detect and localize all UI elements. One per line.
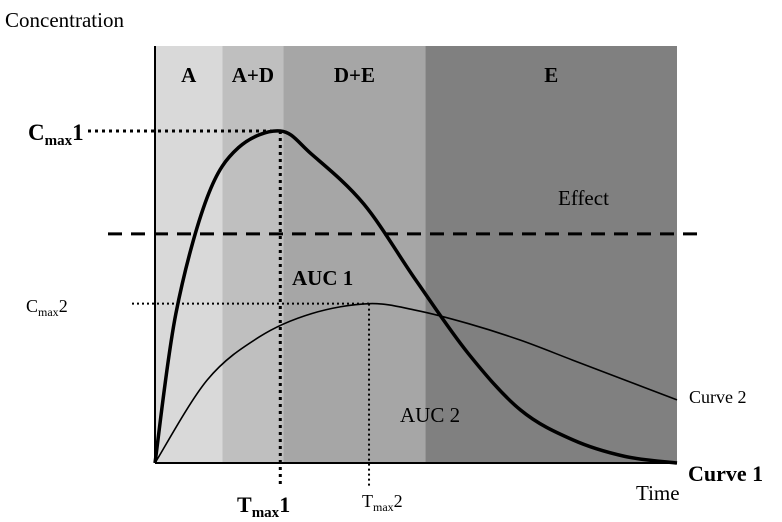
cmax1-label: Cmax1 [28, 120, 84, 149]
phase-bands: A A+D D+E E [155, 46, 677, 463]
auc2-label: AUC 2 [400, 403, 460, 427]
curve-2-line [154, 302, 678, 464]
curves [153, 129, 678, 465]
tmax2-label: Tmax2 [362, 491, 403, 514]
y-axis-label: Concentration [5, 8, 124, 32]
curve2-label: Curve 2 [689, 387, 747, 407]
cmax2-label: Cmax2 [26, 296, 68, 319]
curve1-label: Curve 1 [688, 461, 763, 486]
phase-label-1: A+D [232, 63, 274, 87]
guide-lines [88, 129, 371, 488]
phase-band-2 [283, 46, 426, 463]
effect-label: Effect [558, 186, 609, 210]
phase-band-1 [222, 46, 284, 463]
phase-band-3 [425, 46, 677, 463]
curve-1-line [153, 129, 678, 465]
phase-label-2: D+E [334, 63, 375, 87]
axes [154, 46, 677, 464]
labels: Concentration Time Effect AUC 1 AUC 2 Cu… [5, 8, 763, 521]
tmax1-label: Tmax1 [237, 492, 290, 521]
x-axis-label: Time [636, 481, 680, 505]
phase-label-0: A [181, 63, 197, 87]
auc1-label: AUC 1 [292, 266, 353, 290]
phase-label-3: E [544, 63, 558, 87]
